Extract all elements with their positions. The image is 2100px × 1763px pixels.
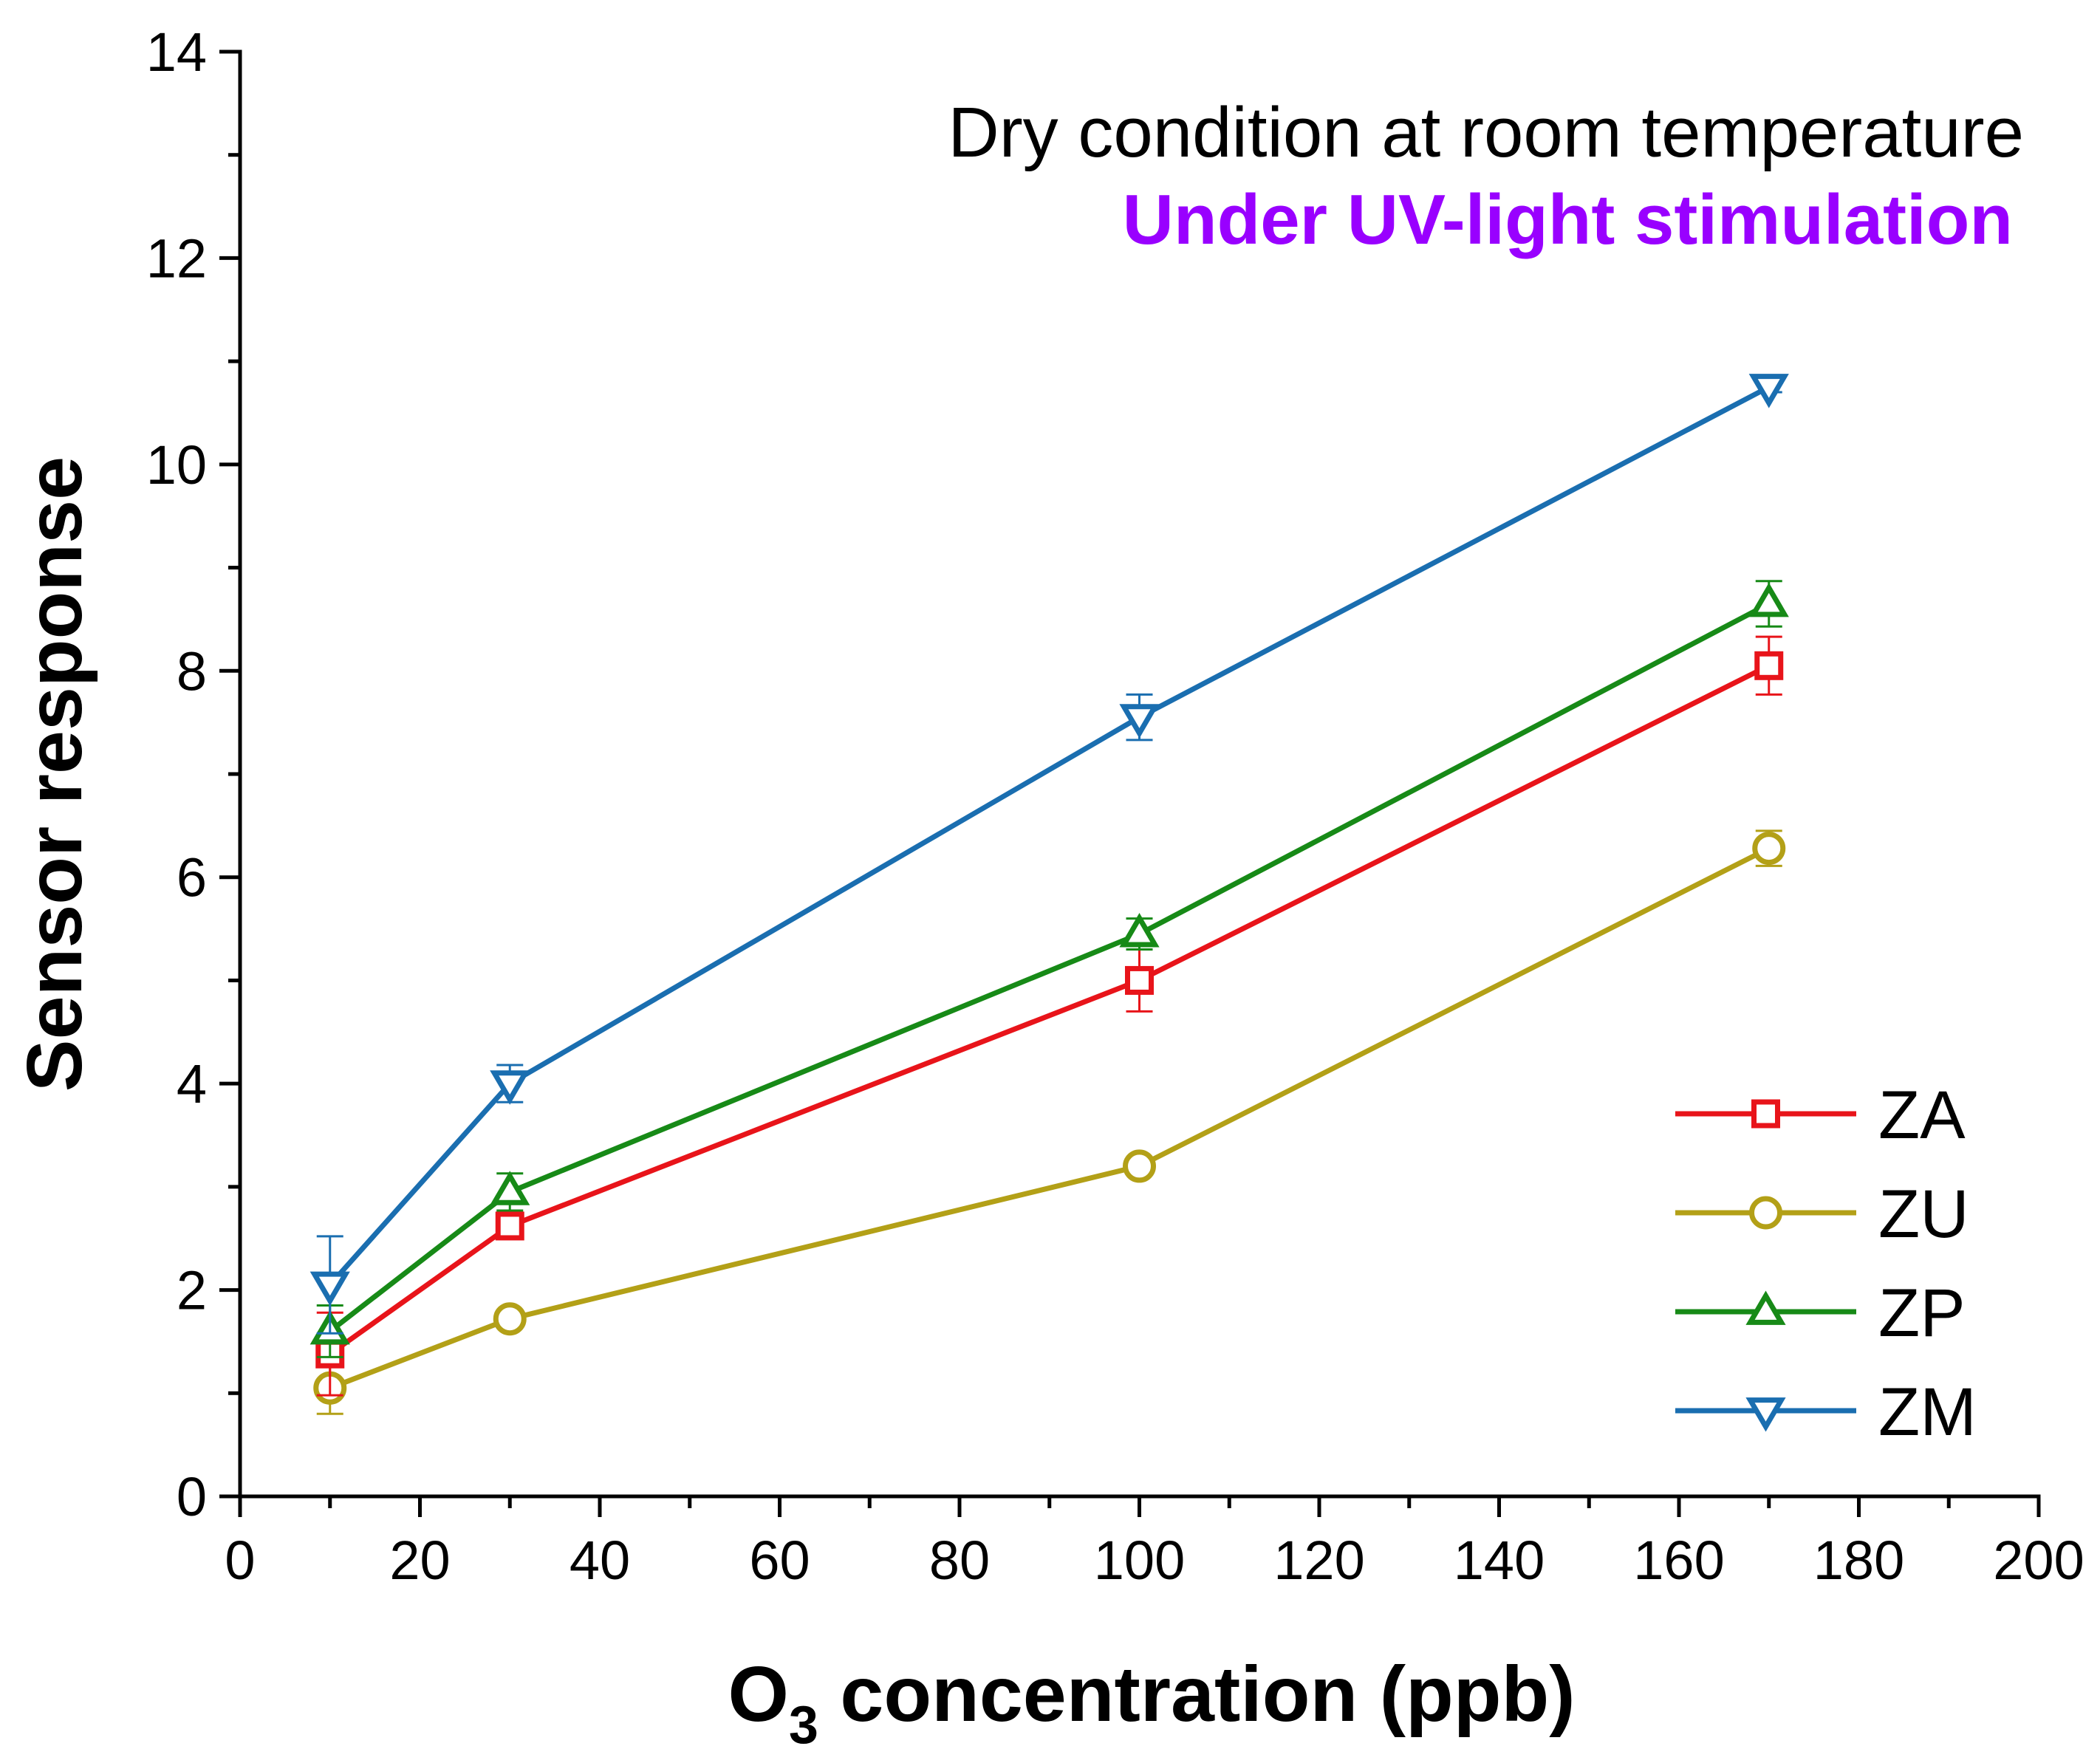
y-tick-label: 14 (146, 21, 207, 83)
x-tick-label: 140 (1454, 1530, 1545, 1591)
x-tick-label: 60 (749, 1530, 810, 1591)
axes: 0 20 40 60 80 100 120 140 160 180 200 0 2 4 6 8 10 12 14 (146, 21, 2084, 1591)
x-tick-label: 120 (1273, 1530, 1364, 1591)
data-point-za (1125, 965, 1154, 995)
data-point-zu (493, 1302, 527, 1336)
legend-item-zm: ZM (1675, 1375, 1977, 1450)
data-point-za (1754, 651, 1784, 680)
legend-label: ZA (1878, 1078, 1966, 1153)
x-tick-label: 180 (1813, 1530, 1904, 1591)
series-line-zu (329, 846, 1771, 1391)
legend-marker (1751, 1099, 1780, 1129)
data-point-zp (1119, 913, 1160, 948)
legend-item-za: ZA (1675, 1078, 1966, 1153)
x-tick-label: 0 (225, 1530, 255, 1591)
series-group (309, 374, 1789, 1415)
data-point-zm (1748, 374, 1789, 408)
y-tick-label: 8 (177, 640, 207, 702)
data-point-zu (1752, 832, 1786, 866)
data-point-zp (490, 1171, 530, 1205)
legend: ZA ZU ZP ZM (1675, 1078, 1977, 1450)
data-point-zu (1123, 1149, 1156, 1183)
x-tick-label: 40 (570, 1530, 630, 1591)
y-tick-label: 2 (177, 1260, 207, 1321)
series-line-zm (328, 384, 1771, 1287)
legend-item-zu: ZU (1675, 1177, 1969, 1252)
legend-item-zp: ZP (1675, 1276, 1966, 1351)
x-axis-title: O3 concentration (ppb) (728, 1651, 1575, 1755)
legend-label: ZP (1878, 1276, 1966, 1351)
y-tick-label: 12 (146, 227, 207, 289)
x-tick-label: 20 (389, 1530, 450, 1591)
y-tick-label: 6 (177, 847, 207, 908)
legend-label: ZM (1878, 1375, 1977, 1450)
y-tick-label: 10 (146, 434, 207, 496)
x-tick-label: 80 (929, 1530, 990, 1591)
data-point-zm (490, 1070, 530, 1105)
x-tick-label: 200 (1993, 1530, 2084, 1591)
y-tick-label: 0 (177, 1466, 207, 1527)
y-axis-title: Sensor response (11, 456, 98, 1092)
x-tick-label: 160 (1633, 1530, 1724, 1591)
annotation-dry-condition: Dry condition at room temperature (948, 93, 2024, 172)
legend-marker (1745, 1290, 1786, 1325)
legend-marker (1745, 1397, 1786, 1432)
legend-label: ZU (1878, 1177, 1969, 1252)
data-point-zm (1119, 704, 1160, 739)
series-zm (309, 374, 1789, 1335)
data-point-zp (1748, 582, 1789, 617)
legend-marker (1749, 1196, 1782, 1230)
x-tick-label: 100 (1094, 1530, 1185, 1591)
series-line-zp (328, 601, 1771, 1334)
y-tick-label: 4 (177, 1053, 207, 1115)
series-line-za (328, 663, 1771, 1357)
data-point-zm (309, 1271, 350, 1307)
data-point-za (495, 1211, 524, 1241)
annotation-uv-light: Under UV-light stimulation (1123, 180, 2013, 259)
